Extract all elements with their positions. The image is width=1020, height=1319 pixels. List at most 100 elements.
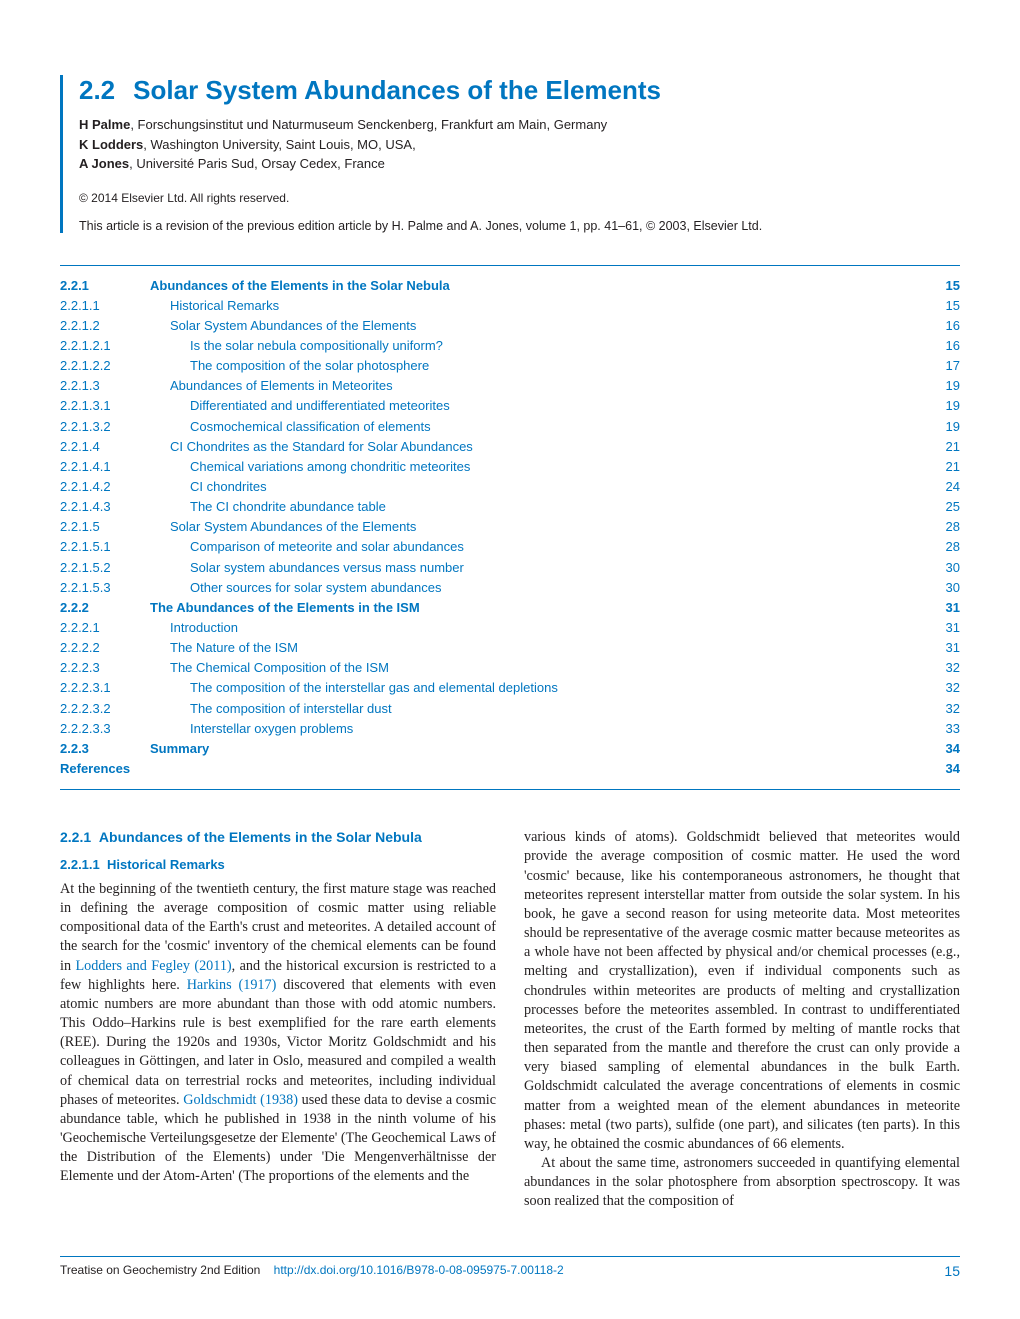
toc-number: 2.2.3	[60, 739, 150, 759]
section-text: Abundances of the Elements in the Solar …	[99, 829, 422, 845]
footer: Treatise on Geochemistry 2nd Edition htt…	[60, 1256, 960, 1279]
toc-title: Historical Remarks	[150, 296, 920, 316]
toc-row[interactable]: 2.2.1.4.1Chemical variations among chond…	[60, 457, 960, 477]
toc-number: 2.2.1.4.3	[60, 497, 150, 517]
author-affiliation-0: , Forschungsinstitut und Naturmuseum Sen…	[130, 117, 607, 132]
toc-title: Solar System Abundances of the Elements	[150, 517, 920, 537]
toc-row[interactable]: 2.2.3Summary34	[60, 739, 960, 759]
toc-row[interactable]: References 34	[60, 759, 960, 779]
toc-row[interactable]: 2.2.2.3The Chemical Composition of the I…	[60, 658, 960, 678]
toc-number: 2.2.1.5.2	[60, 558, 150, 578]
toc-number: 2.2.1.2	[60, 316, 150, 336]
toc-number: 2.2.1.5.1	[60, 537, 150, 557]
toc-number: 2.2.1.1	[60, 296, 150, 316]
toc-page: 24	[920, 477, 960, 497]
toc-title: Is the solar nebula compositionally unif…	[150, 336, 920, 356]
author-name-2: A Jones	[79, 156, 129, 171]
citation-link[interactable]: Harkins (1917)	[187, 977, 277, 993]
toc-row[interactable]: 2.2.2.3.3Interstellar oxygen problems33	[60, 719, 960, 739]
toc-number: 2.2.2.1	[60, 618, 150, 638]
toc-page: 32	[920, 699, 960, 719]
table-of-contents: 2.2.1Abundances of the Elements in the S…	[60, 265, 960, 791]
toc-page: 16	[920, 336, 960, 356]
toc-row[interactable]: 2.2.1.3.1Differentiated and undifferenti…	[60, 396, 960, 416]
toc-page: 34	[920, 739, 960, 759]
toc-title: Interstellar oxygen problems	[150, 719, 920, 739]
body-columns: 2.2.1 Abundances of the Elements in the …	[60, 828, 960, 1211]
section-heading: 2.2.1 Abundances of the Elements in the …	[60, 828, 496, 846]
toc-title: The composition of interstellar dust	[150, 699, 920, 719]
toc-title: Summary	[150, 739, 920, 759]
toc-number: 2.2.2.3.2	[60, 699, 150, 719]
footer-source: Treatise on Geochemistry 2nd Edition	[60, 1263, 260, 1277]
toc-title: Chemical variations among chondritic met…	[150, 457, 920, 477]
toc-page: 34	[920, 759, 960, 779]
toc-title: Differentiated and undifferentiated mete…	[150, 396, 920, 416]
header-block: 2.2 Solar System Abundances of the Elemen…	[60, 75, 960, 233]
toc-title: The Abundances of the Elements in the IS…	[150, 598, 920, 618]
toc-number: 2.2.1.2.2	[60, 356, 150, 376]
toc-row[interactable]: 2.2.2.3.1The composition of the interste…	[60, 678, 960, 698]
toc-title: The CI chondrite abundance table	[150, 497, 920, 517]
toc-title: Abundances of the Elements in the Solar …	[150, 276, 920, 296]
author-line-2: A Jones, Université Paris Sud, Orsay Ced…	[79, 155, 960, 173]
citation-link[interactable]: Goldschmidt (1938)	[183, 1092, 298, 1108]
toc-number: 2.2.1.4	[60, 437, 150, 457]
toc-number: References	[60, 759, 150, 779]
toc-title: The composition of the interstellar gas …	[150, 678, 920, 698]
body-paragraph-right-2: At about the same time, astronomers succ…	[524, 1154, 960, 1212]
toc-page: 21	[920, 457, 960, 477]
toc-row[interactable]: 2.2.2.3.2The composition of interstellar…	[60, 699, 960, 719]
toc-row[interactable]: 2.2.1.2.1Is the solar nebula composition…	[60, 336, 960, 356]
toc-number: 2.2.2	[60, 598, 150, 618]
toc-page: 21	[920, 437, 960, 457]
toc-title: The Nature of the ISM	[150, 638, 920, 658]
author-name-0: H Palme	[79, 117, 130, 132]
toc-row[interactable]: 2.2.1.5.1Comparison of meteorite and sol…	[60, 537, 960, 557]
toc-row[interactable]: 2.2.2.2The Nature of the ISM31	[60, 638, 960, 658]
chapter-title: 2.2 Solar System Abundances of the Elemen…	[79, 75, 960, 106]
toc-row[interactable]: 2.2.1.4CI Chondrites as the Standard for…	[60, 437, 960, 457]
body-paragraph-right-1: various kinds of atoms). Goldschmidt bel…	[524, 828, 960, 1154]
toc-number: 2.2.2.3	[60, 658, 150, 678]
toc-row[interactable]: 2.2.1.5.2Solar system abundances versus …	[60, 558, 960, 578]
column-left: 2.2.1 Abundances of the Elements in the …	[60, 828, 496, 1211]
footer-doi[interactable]: http://dx.doi.org/10.1016/B978-0-08-0959…	[274, 1263, 564, 1277]
toc-title: CI Chondrites as the Standard for Solar …	[150, 437, 920, 457]
toc-page: 32	[920, 658, 960, 678]
toc-page: 31	[920, 638, 960, 658]
toc-row[interactable]: 2.2.2.1Introduction31	[60, 618, 960, 638]
toc-number: 2.2.1.4.2	[60, 477, 150, 497]
footer-page-number: 15	[944, 1263, 960, 1279]
toc-row[interactable]: 2.2.1.4.2CI chondrites24	[60, 477, 960, 497]
toc-row[interactable]: 2.2.1.5Solar System Abundances of the El…	[60, 517, 960, 537]
toc-title: Solar system abundances versus mass numb…	[150, 558, 920, 578]
toc-page: 30	[920, 558, 960, 578]
citation-link[interactable]: Lodders and Fegley (2011)	[75, 958, 231, 974]
toc-title: The composition of the solar photosphere	[150, 356, 920, 376]
toc-row[interactable]: 2.2.1.1Historical Remarks15	[60, 296, 960, 316]
toc-page: 25	[920, 497, 960, 517]
toc-title: Solar System Abundances of the Elements	[150, 316, 920, 336]
toc-row[interactable]: 2.2.2The Abundances of the Elements in t…	[60, 598, 960, 618]
toc-page: 16	[920, 316, 960, 336]
footer-left: Treatise on Geochemistry 2nd Edition htt…	[60, 1263, 564, 1279]
toc-title: Introduction	[150, 618, 920, 638]
chapter-title-text: Solar System Abundances of the Elements	[133, 75, 661, 105]
toc-title: The Chemical Composition of the ISM	[150, 658, 920, 678]
toc-page: 17	[920, 356, 960, 376]
chapter-number: 2.2	[79, 75, 115, 105]
sub-text: Historical Remarks	[107, 857, 225, 872]
toc-number: 2.2.2.3.1	[60, 678, 150, 698]
toc-row[interactable]: 2.2.1.2Solar System Abundances of the El…	[60, 316, 960, 336]
toc-row[interactable]: 2.2.1.3Abundances of Elements in Meteori…	[60, 376, 960, 396]
toc-row[interactable]: 2.2.1.3.2Cosmochemical classification of…	[60, 417, 960, 437]
toc-number: 2.2.1.5	[60, 517, 150, 537]
toc-title	[150, 759, 920, 779]
toc-page: 19	[920, 396, 960, 416]
toc-row[interactable]: 2.2.1.5.3Other sources for solar system …	[60, 578, 960, 598]
toc-row[interactable]: 2.2.1.4.3The CI chondrite abundance tabl…	[60, 497, 960, 517]
toc-number: 2.2.1.3	[60, 376, 150, 396]
toc-row[interactable]: 2.2.1.2.2The composition of the solar ph…	[60, 356, 960, 376]
toc-row[interactable]: 2.2.1Abundances of the Elements in the S…	[60, 276, 960, 296]
